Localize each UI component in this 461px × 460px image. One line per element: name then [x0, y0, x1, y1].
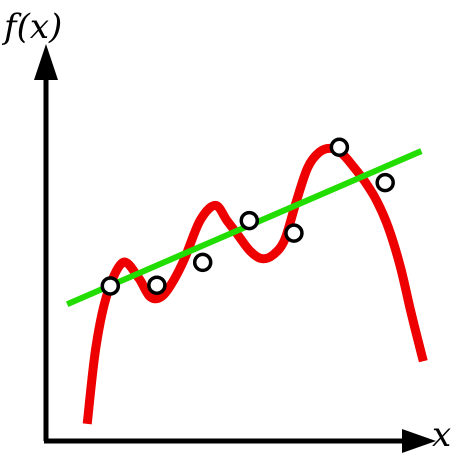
- data-point-6: [329, 137, 350, 158]
- data-point-7: [375, 172, 395, 193]
- data-point-2: [147, 275, 167, 295]
- x-axis-arrowhead: [402, 429, 436, 453]
- data-points-layer: [100, 137, 395, 296]
- x-axis-label: x: [432, 415, 452, 455]
- fit-curve-layer: [82, 143, 428, 425]
- data-point-1: [100, 276, 121, 296]
- fit-curve: [82, 143, 428, 425]
- axes: [34, 44, 436, 453]
- data-point-5: [284, 223, 304, 243]
- y-axis-arrowhead: [34, 44, 58, 80]
- data-point-3: [192, 252, 213, 273]
- data-point-4: [239, 210, 260, 231]
- y-axis-label: f(x): [4, 7, 63, 47]
